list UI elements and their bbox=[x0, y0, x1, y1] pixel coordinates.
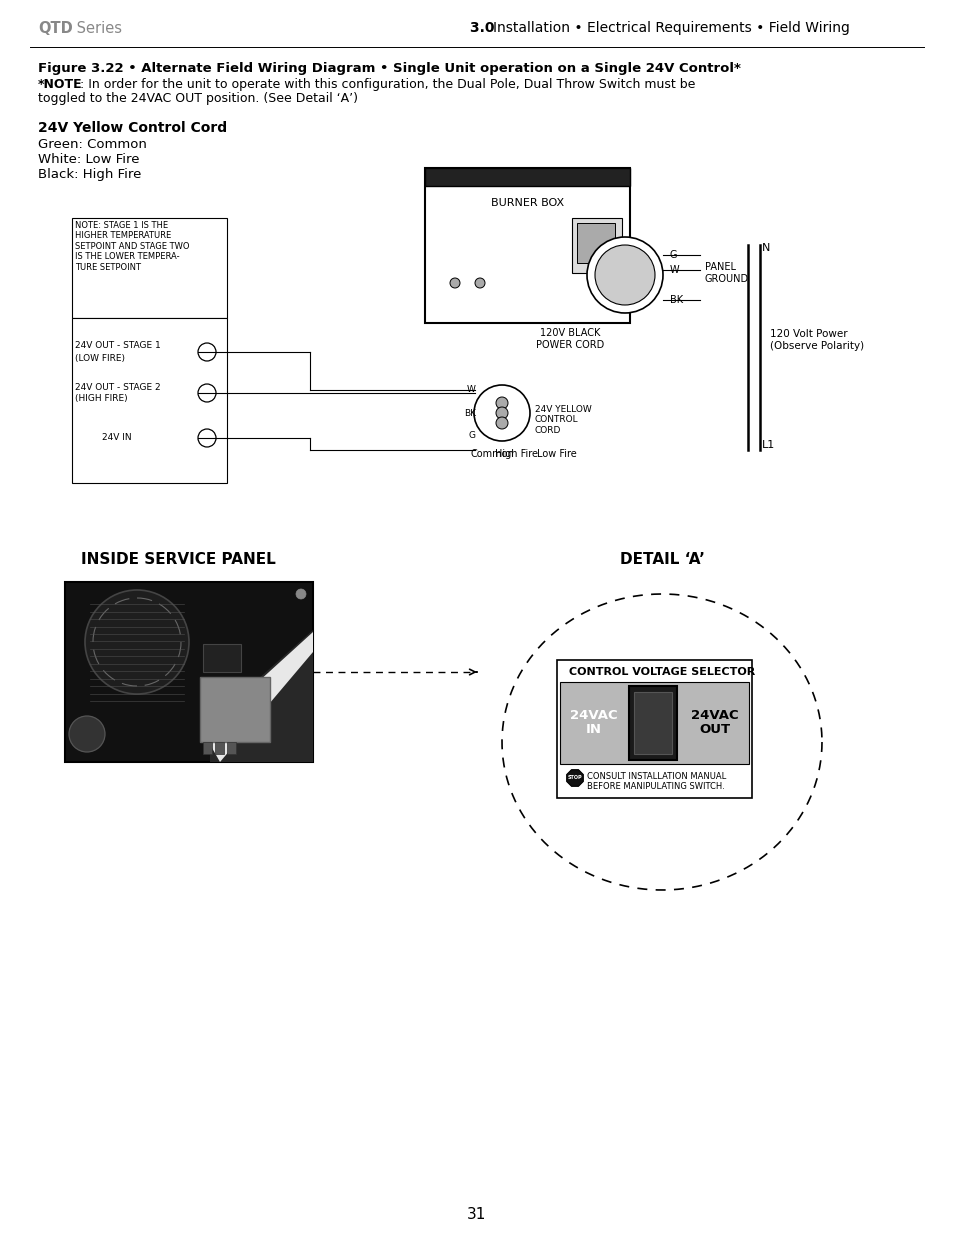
FancyBboxPatch shape bbox=[634, 692, 671, 755]
FancyBboxPatch shape bbox=[65, 582, 313, 762]
Polygon shape bbox=[566, 769, 582, 787]
Text: DETAIL ‘A’: DETAIL ‘A’ bbox=[618, 552, 703, 568]
Text: CONSULT INSTALLATION MANUAL
BEFORE MANIPULATING SWITCH.: CONSULT INSTALLATION MANUAL BEFORE MANIP… bbox=[586, 772, 725, 792]
Circle shape bbox=[496, 417, 507, 429]
Text: BK: BK bbox=[463, 409, 476, 417]
Text: W: W bbox=[467, 385, 476, 394]
Text: QTD: QTD bbox=[38, 21, 72, 36]
Polygon shape bbox=[210, 630, 313, 762]
Text: (HIGH FIRE): (HIGH FIRE) bbox=[75, 394, 128, 404]
Text: Figure 3.22 • Alternate Field Wiring Diagram • Single Unit operation on a Single: Figure 3.22 • Alternate Field Wiring Dia… bbox=[38, 62, 740, 74]
FancyBboxPatch shape bbox=[628, 685, 677, 760]
Text: 24VAC
OUT: 24VAC OUT bbox=[691, 709, 738, 736]
Text: White: Low Fire: White: Low Fire bbox=[38, 152, 139, 165]
Text: toggled to the 24VAC OUT position. (See Detail ‘A’): toggled to the 24VAC OUT position. (See … bbox=[38, 91, 357, 105]
FancyBboxPatch shape bbox=[559, 682, 748, 764]
Text: Low Fire: Low Fire bbox=[537, 450, 577, 459]
Text: 24V Yellow Control Cord: 24V Yellow Control Cord bbox=[38, 121, 227, 135]
Circle shape bbox=[450, 278, 459, 288]
Circle shape bbox=[475, 278, 484, 288]
Text: 120 Volt Power
(Observe Polarity): 120 Volt Power (Observe Polarity) bbox=[769, 330, 863, 351]
Text: L1: L1 bbox=[761, 440, 775, 450]
Text: : In order for the unit to operate with this configuration, the Dual Pole, Dual : : In order for the unit to operate with … bbox=[80, 78, 695, 90]
Text: 24V OUT - STAGE 2: 24V OUT - STAGE 2 bbox=[75, 383, 160, 391]
FancyBboxPatch shape bbox=[214, 742, 224, 755]
Text: 24V IN: 24V IN bbox=[102, 433, 132, 442]
FancyBboxPatch shape bbox=[424, 168, 629, 324]
Text: BURNER BOX: BURNER BOX bbox=[491, 198, 563, 207]
Circle shape bbox=[69, 716, 105, 752]
Text: G: G bbox=[669, 249, 677, 261]
FancyBboxPatch shape bbox=[71, 219, 227, 317]
Circle shape bbox=[595, 245, 655, 305]
Text: CONTROL VOLTAGE SELECTOR: CONTROL VOLTAGE SELECTOR bbox=[568, 667, 755, 677]
Text: Black: High Fire: Black: High Fire bbox=[38, 168, 141, 180]
Text: Installation • Electrical Requirements • Field Wiring: Installation • Electrical Requirements •… bbox=[493, 21, 849, 35]
Text: 24VAC
IN: 24VAC IN bbox=[570, 709, 618, 736]
Text: Green: Common: Green: Common bbox=[38, 137, 147, 151]
FancyBboxPatch shape bbox=[572, 219, 621, 273]
Text: STOP: STOP bbox=[567, 776, 581, 781]
Circle shape bbox=[198, 343, 215, 361]
FancyBboxPatch shape bbox=[557, 659, 751, 798]
FancyBboxPatch shape bbox=[203, 643, 241, 672]
Circle shape bbox=[198, 384, 215, 403]
Text: N: N bbox=[761, 243, 770, 253]
Circle shape bbox=[586, 237, 662, 312]
Text: INSIDE SERVICE PANEL: INSIDE SERVICE PANEL bbox=[81, 552, 275, 568]
Circle shape bbox=[496, 396, 507, 409]
FancyBboxPatch shape bbox=[227, 742, 235, 755]
FancyBboxPatch shape bbox=[203, 742, 212, 755]
FancyBboxPatch shape bbox=[200, 677, 270, 742]
Circle shape bbox=[198, 429, 215, 447]
Text: W: W bbox=[669, 266, 679, 275]
Text: 24V YELLOW
CONTROL
CORD: 24V YELLOW CONTROL CORD bbox=[535, 405, 591, 435]
Text: PANEL
GROUND: PANEL GROUND bbox=[704, 262, 748, 284]
Text: (LOW FIRE): (LOW FIRE) bbox=[75, 353, 125, 363]
Text: G: G bbox=[469, 431, 476, 440]
Circle shape bbox=[85, 590, 189, 694]
Text: *NOTE: *NOTE bbox=[38, 78, 83, 90]
Text: 31: 31 bbox=[467, 1208, 486, 1223]
Text: NOTE: STAGE 1 IS THE
HIGHER TEMPERATURE
SETPOINT AND STAGE TWO
IS THE LOWER TEMP: NOTE: STAGE 1 IS THE HIGHER TEMPERATURE … bbox=[75, 221, 190, 272]
Circle shape bbox=[496, 408, 507, 419]
Text: Common: Common bbox=[470, 450, 514, 459]
Circle shape bbox=[474, 385, 530, 441]
FancyBboxPatch shape bbox=[71, 317, 227, 483]
Text: Series: Series bbox=[71, 21, 122, 36]
Text: 120V BLACK
POWER CORD: 120V BLACK POWER CORD bbox=[536, 329, 603, 350]
Circle shape bbox=[295, 589, 306, 599]
FancyBboxPatch shape bbox=[424, 168, 629, 186]
Polygon shape bbox=[203, 632, 313, 762]
FancyBboxPatch shape bbox=[577, 224, 615, 263]
Text: High Fire: High Fire bbox=[495, 450, 537, 459]
Text: 3.0: 3.0 bbox=[470, 21, 498, 35]
Text: 24V OUT - STAGE 1: 24V OUT - STAGE 1 bbox=[75, 342, 161, 351]
Text: BK: BK bbox=[669, 295, 682, 305]
